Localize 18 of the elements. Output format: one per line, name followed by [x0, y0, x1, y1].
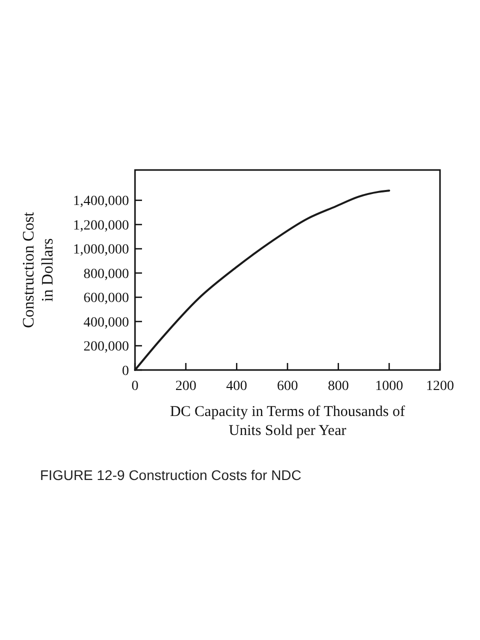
- y-tick-label: 1,400,000: [73, 194, 129, 210]
- x-tick-label: 800: [328, 379, 349, 394]
- y-tick-label: 200,000: [84, 340, 129, 355]
- x-tick-label: 600: [277, 379, 298, 394]
- y-tick-label: 1,000,000: [73, 242, 129, 258]
- x-axis-title: DC Capacity in Terms of Thousands of Units Sold per Year: [170, 404, 406, 439]
- y-tick-label: 1,200,000: [73, 218, 129, 234]
- y-tick-label: 800,000: [84, 266, 129, 282]
- x-tick-label: 400: [226, 379, 248, 394]
- x-tick-label: 1000: [375, 379, 404, 394]
- y-tick-label: 600,000: [84, 291, 129, 306]
- y-tick-label: 400,000: [84, 315, 129, 330]
- x-tick-label: 1200: [426, 379, 454, 394]
- y-axis-title: Construction Cost in Dollars: [20, 211, 57, 328]
- caption: FIGURE 12-9 Construction Costs for NDC: [40, 467, 302, 483]
- x-tick-label: 0: [132, 379, 138, 394]
- y-tick-label: 0: [122, 364, 129, 379]
- x-tick-label: 200: [175, 379, 196, 394]
